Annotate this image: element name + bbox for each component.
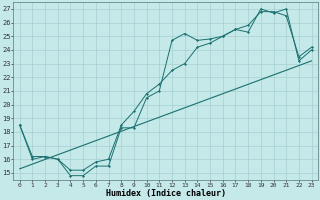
X-axis label: Humidex (Indice chaleur): Humidex (Indice chaleur) [106, 189, 226, 198]
